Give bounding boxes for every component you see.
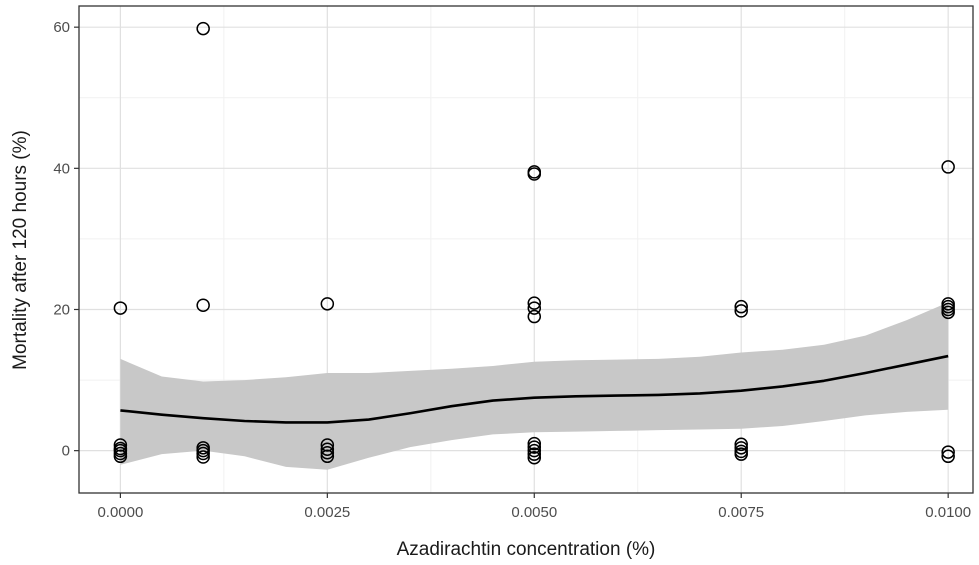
x-tick-label: 0.0100 [925, 504, 971, 521]
x-tick-label: 0.0000 [97, 504, 143, 521]
data-point [527, 167, 542, 181]
data-point [527, 436, 542, 451]
x-tick-label: 0.0075 [718, 504, 764, 521]
y-axis-title: Mortality after 120 hours (%) [10, 130, 31, 370]
data-point [320, 449, 335, 464]
data-point [941, 449, 955, 464]
data-point [320, 442, 335, 456]
data-point [734, 304, 748, 318]
y-tick-label: 60 [53, 19, 70, 36]
data-point [734, 441, 748, 455]
data-point [527, 440, 542, 454]
data-point [113, 449, 128, 464]
x-axis: 0.0000 0.0025 0.0050 0.0075 0.0100 [97, 493, 971, 521]
data-point [734, 437, 748, 452]
data-point [527, 309, 542, 324]
x-axis-title: Azadirachtin concentration (%) [397, 539, 656, 560]
data-point [320, 446, 335, 460]
data-point [196, 21, 210, 36]
data-point [196, 298, 210, 313]
x-tick-label: 0.0050 [511, 504, 557, 521]
data-point [320, 297, 335, 311]
points-layer [113, 21, 955, 465]
data-point [113, 301, 128, 315]
y-tick-label: 20 [53, 301, 70, 318]
confidence-ribbon [120, 302, 949, 470]
data-point [527, 301, 542, 315]
data-point [196, 446, 210, 461]
data-point [527, 296, 542, 310]
data-point [527, 450, 542, 465]
data-point [941, 305, 955, 320]
data-point [527, 447, 542, 461]
data-point [196, 450, 210, 464]
ribbon-layer [120, 302, 949, 470]
smooth-line [120, 354, 949, 424]
y-tick-label: 0 [62, 443, 70, 460]
data-point [941, 445, 955, 459]
y-tick-label: 40 [53, 160, 70, 177]
data-point [941, 160, 955, 174]
y-axis: 0 20 40 60 [53, 19, 79, 460]
data-point [734, 299, 748, 314]
data-point [527, 443, 542, 458]
line-layer [120, 354, 949, 424]
data-point [734, 447, 748, 461]
panel-border [78, 5, 974, 494]
grid-minor [79, 6, 973, 493]
x-tick-label: 0.0025 [304, 504, 350, 521]
